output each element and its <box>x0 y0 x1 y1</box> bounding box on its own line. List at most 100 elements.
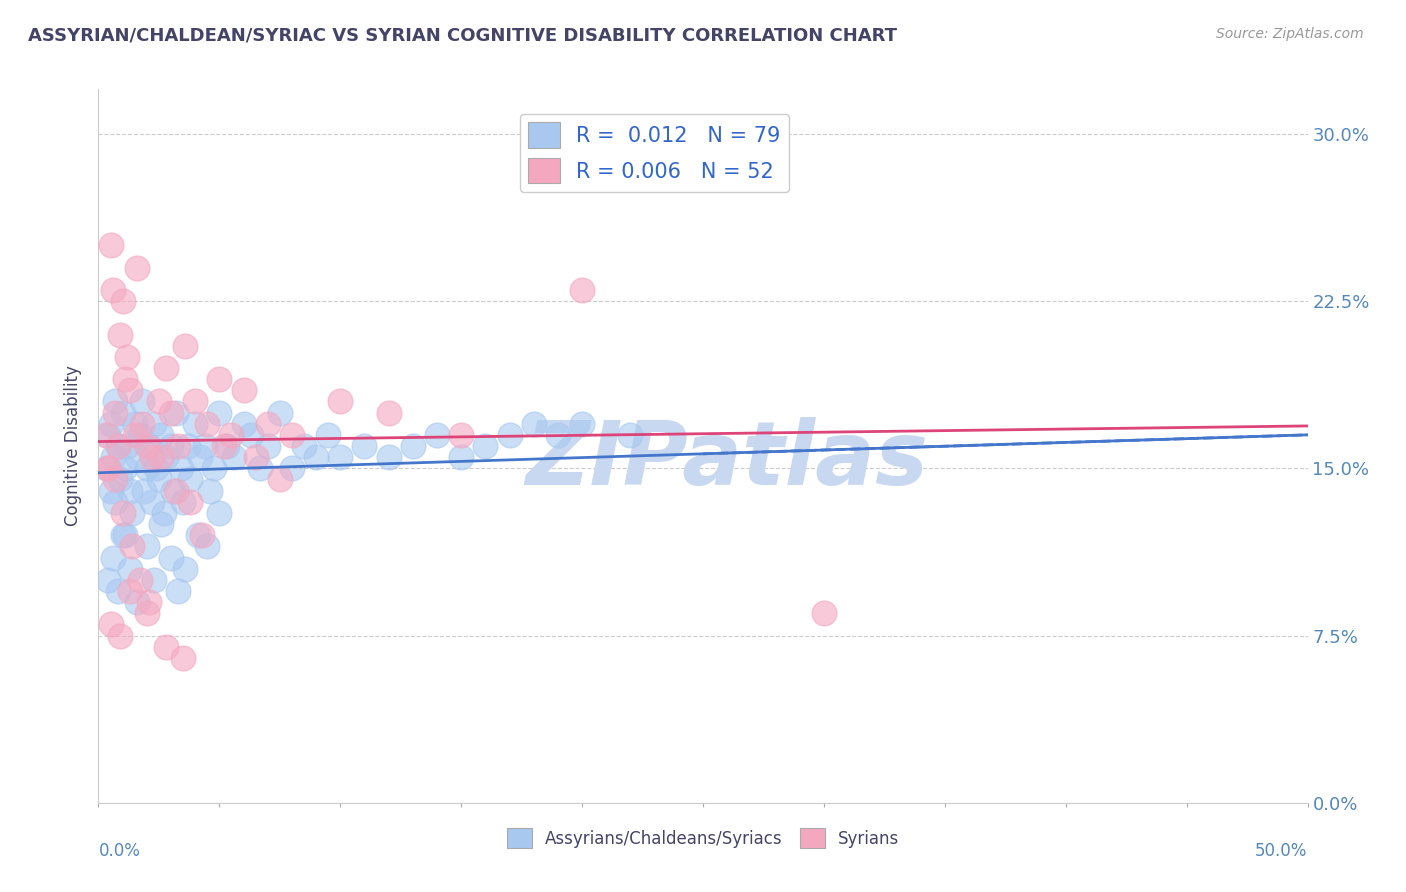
Point <box>108 327 131 342</box>
Point <box>571 283 593 297</box>
Point <box>215 439 238 453</box>
Point <box>150 427 173 442</box>
Point <box>100 238 122 252</box>
Point <box>160 439 183 453</box>
Point <box>208 372 231 386</box>
Point <box>135 461 157 475</box>
Y-axis label: Cognitive Disability: Cognitive Disability <box>65 366 83 526</box>
Point <box>232 417 254 431</box>
Point <box>121 506 143 520</box>
Point <box>179 472 201 486</box>
Point <box>167 583 190 598</box>
Point <box>281 461 304 475</box>
Point <box>135 607 157 621</box>
Text: 50.0%: 50.0% <box>1256 842 1308 860</box>
Point <box>104 405 127 419</box>
Point <box>160 405 183 419</box>
Legend: Assyrians/Chaldeans/Syriacs, Syrians: Assyrians/Chaldeans/Syriacs, Syrians <box>501 822 905 855</box>
Point <box>249 461 271 475</box>
Point <box>101 450 124 464</box>
Point <box>498 427 520 442</box>
Point <box>167 439 190 453</box>
Point <box>256 439 278 453</box>
Point <box>114 461 136 475</box>
Point <box>160 550 183 565</box>
Text: ZIPatlas: ZIPatlas <box>526 417 929 504</box>
Point <box>245 450 267 464</box>
Point <box>402 439 425 453</box>
Text: ASSYRIAN/CHALDEAN/SYRIAC VS SYRIAN COGNITIVE DISABILITY CORRELATION CHART: ASSYRIAN/CHALDEAN/SYRIAC VS SYRIAN COGNI… <box>28 27 897 45</box>
Point <box>143 573 166 587</box>
Point <box>179 494 201 508</box>
Point <box>127 260 149 275</box>
Point <box>124 427 146 442</box>
Point <box>353 439 375 453</box>
Point <box>813 607 835 621</box>
Point <box>194 439 217 453</box>
Point <box>108 628 131 642</box>
Point <box>204 461 226 475</box>
Point <box>118 583 141 598</box>
Point <box>184 417 207 431</box>
Point <box>208 506 231 520</box>
Point <box>117 439 139 453</box>
Point <box>208 405 231 419</box>
Point <box>174 338 197 352</box>
Point <box>117 350 139 364</box>
Point <box>100 417 122 431</box>
Point <box>232 384 254 398</box>
Point <box>138 439 160 453</box>
Point <box>114 528 136 542</box>
Point <box>145 461 167 475</box>
Point <box>474 439 496 453</box>
Point <box>118 483 141 498</box>
Point <box>269 405 291 419</box>
Point <box>97 427 120 442</box>
Point <box>221 427 243 442</box>
Point <box>165 483 187 498</box>
Point <box>135 539 157 553</box>
Point <box>292 439 315 453</box>
Point <box>104 472 127 486</box>
Point <box>450 450 472 464</box>
Point <box>177 439 200 453</box>
Point <box>104 494 127 508</box>
Point <box>184 394 207 409</box>
Point <box>155 640 177 654</box>
Point <box>329 394 352 409</box>
Point <box>305 450 328 464</box>
Point <box>135 439 157 453</box>
Point <box>169 461 191 475</box>
Point <box>111 528 134 542</box>
Point <box>128 573 150 587</box>
Text: 0.0%: 0.0% <box>98 842 141 860</box>
Point <box>316 427 339 442</box>
Point <box>188 450 211 464</box>
Point <box>450 427 472 442</box>
Point <box>523 417 546 431</box>
Point <box>212 439 235 453</box>
Point <box>100 483 122 498</box>
Point <box>111 293 134 308</box>
Point <box>150 516 173 531</box>
Point <box>195 417 218 431</box>
Point <box>269 472 291 486</box>
Point <box>619 427 641 442</box>
Point <box>104 394 127 409</box>
Point <box>97 461 120 475</box>
Point <box>172 651 194 665</box>
Point <box>121 539 143 553</box>
Point <box>128 427 150 442</box>
Point <box>547 427 569 442</box>
Point <box>108 472 131 486</box>
Text: Source: ZipAtlas.com: Source: ZipAtlas.com <box>1216 27 1364 41</box>
Point <box>118 384 141 398</box>
Point <box>377 450 399 464</box>
Point <box>239 427 262 442</box>
Point <box>127 595 149 609</box>
Point <box>94 427 117 442</box>
Point <box>148 472 170 486</box>
Point <box>155 450 177 464</box>
Point <box>118 562 141 576</box>
Point <box>141 450 163 464</box>
